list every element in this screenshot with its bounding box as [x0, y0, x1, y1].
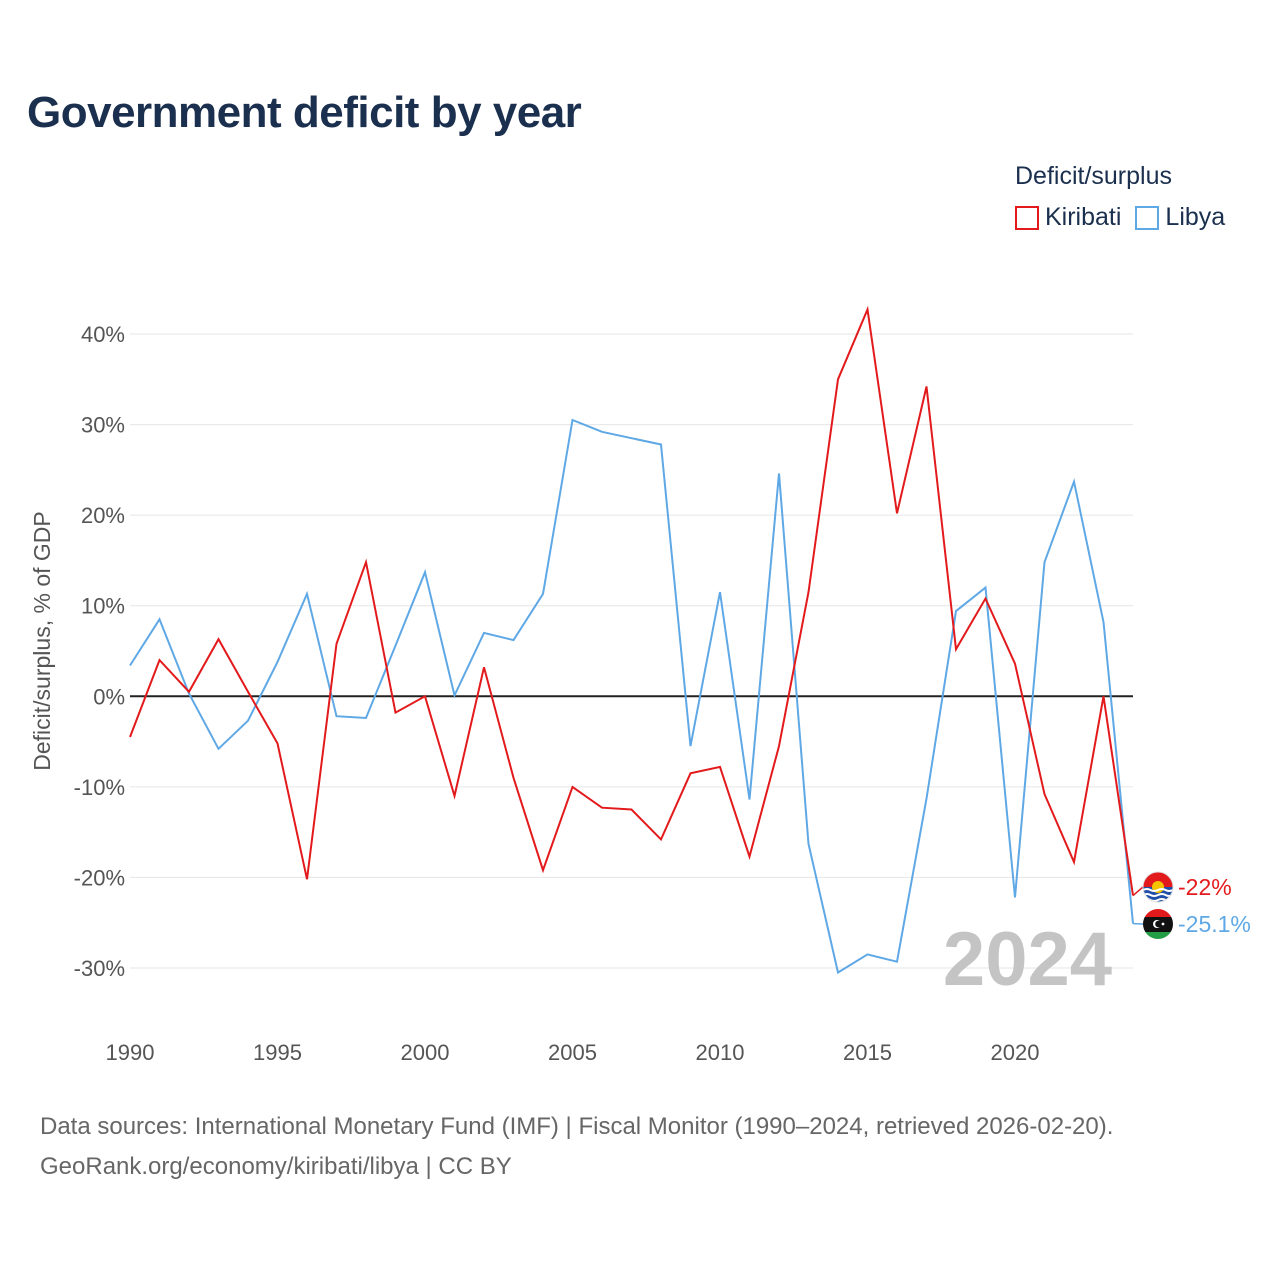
legend-label-kiribati: Kiribati — [1045, 203, 1122, 231]
grid-lines — [130, 333, 1133, 969]
x-tick-label: 1995 — [253, 1040, 302, 1065]
y-tick-label: 30% — [81, 413, 125, 438]
y-tick-label: -10% — [74, 775, 125, 800]
axis-labels: -30% -20% -10% 0% 10% 20% 30% 40% 1990 1995 2000 20… — [29, 322, 1039, 1065]
legend-swatch-kiribati — [1015, 205, 1039, 230]
series-line-kiribati[interactable] — [129, 305, 1134, 896]
legend-title: Deficit/surplus — [1015, 162, 1172, 190]
end-label-libya: -25.1% — [1178, 911, 1251, 937]
libya-flag-icon — [1143, 909, 1173, 939]
y-tick-label: -30% — [74, 956, 125, 981]
legend-label-libya: Libya — [1165, 203, 1226, 231]
legend: Kiribati Libya — [1015, 203, 1239, 232]
legend-item-kiribati[interactable]: Kiribati — [1015, 203, 1121, 232]
y-axis-title: Deficit/surplus, % of GDP — [29, 511, 55, 770]
x-tick-label: 2010 — [696, 1040, 745, 1065]
kiribati-flag-icon — [1142, 871, 1174, 903]
y-tick-label: -20% — [74, 865, 125, 890]
chart-title: Government deficit by year — [27, 88, 582, 137]
year-watermark: 2024 — [943, 917, 1112, 1002]
end-label-kiribati: -22% — [1178, 874, 1232, 900]
legend-swatch-libya — [1135, 205, 1160, 230]
x-tick-label: 2015 — [843, 1040, 892, 1065]
footer: Data sources: International Monetary Fun… — [40, 1107, 1113, 1187]
y-tick-label: 10% — [81, 594, 125, 619]
x-tick-label: 1990 — [106, 1040, 155, 1065]
footer-link[interactable]: GeoRank.org/economy/kiribati/libya | CC … — [40, 1153, 512, 1180]
legend-item-libya[interactable]: Libya — [1135, 203, 1225, 232]
end-labels: -22% -25.1% — [1132, 871, 1251, 939]
end-connector — [1132, 886, 1144, 897]
y-tick-label: 20% — [81, 503, 125, 528]
y-tick-label: 40% — [81, 322, 125, 347]
series-lines — [129, 305, 1134, 975]
x-tick-label: 2005 — [548, 1040, 597, 1065]
series-line-libya[interactable] — [129, 418, 1134, 975]
y-tick-label: 0% — [93, 684, 125, 709]
x-tick-label: 2020 — [991, 1040, 1040, 1065]
x-tick-label: 2000 — [401, 1040, 450, 1065]
footer-sources: Data sources: International Monetary Fun… — [40, 1113, 1114, 1140]
